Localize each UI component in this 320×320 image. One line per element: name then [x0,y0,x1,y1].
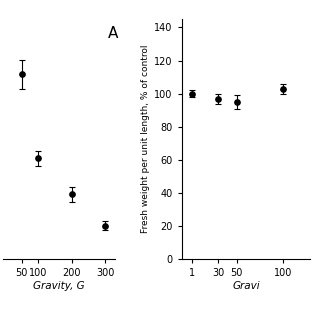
Y-axis label: Fresh weight per unit length, % of control: Fresh weight per unit length, % of contr… [141,45,150,234]
Text: A: A [108,27,118,41]
X-axis label: Gravity, G: Gravity, G [33,281,85,291]
X-axis label: Gravi: Gravi [232,281,260,291]
